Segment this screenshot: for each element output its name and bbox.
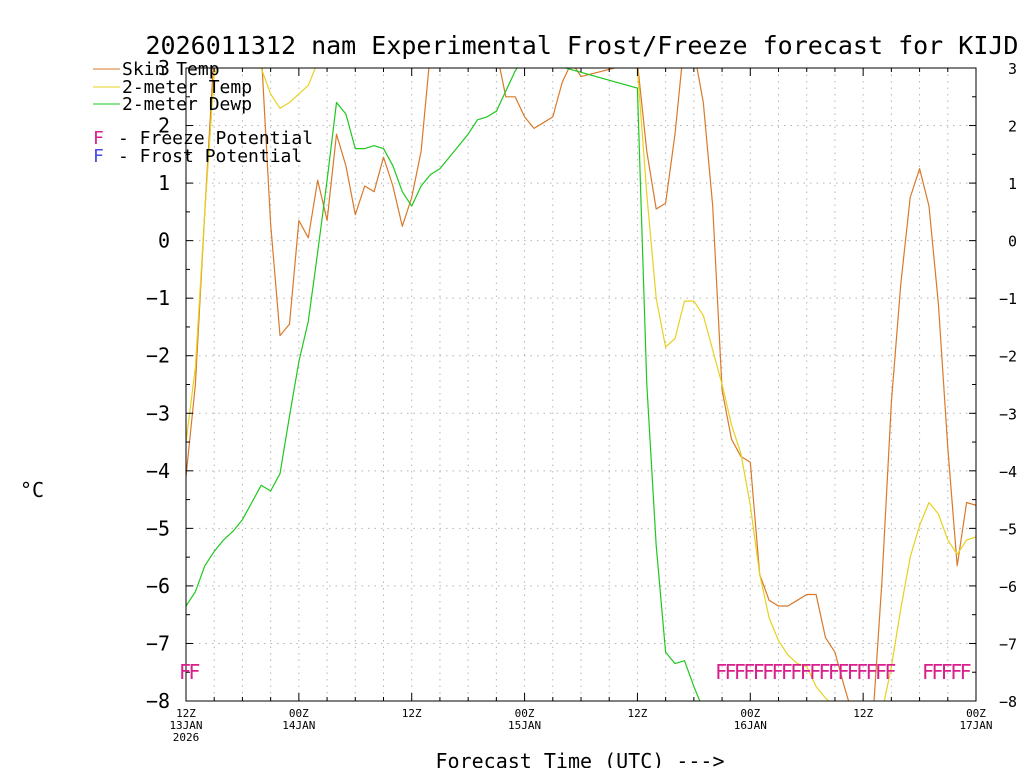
legend: Skin Temp 2-meter Temp 2-meter Dewp F - … [93, 59, 313, 167]
y-tick-label-right: −2 [999, 348, 1017, 366]
y-tick-label-right: −3 [999, 405, 1017, 423]
y-tick-label: −7 [146, 631, 170, 655]
y-tick-label: −6 [146, 574, 170, 598]
chart-title: 2026011312 nam Experimental Frost/Freeze… [146, 31, 1019, 60]
series-line-skin-temp [186, 68, 976, 701]
freeze-marker: F [762, 660, 774, 684]
x-axis-label: Forecast Time (UTC) ---> [436, 749, 725, 768]
y-tick-label-right: 0 [1008, 233, 1017, 251]
freeze-marker: F [941, 660, 953, 684]
freeze-marker: F [753, 660, 765, 684]
freeze-marker: F [950, 660, 962, 684]
y-tick-label-right: −1 [999, 290, 1017, 308]
x-tick-label: 2026 [173, 731, 200, 744]
x-tick-label: 12Z [176, 707, 196, 720]
y-tick-label: 2 [158, 114, 170, 138]
legend-label-skin-temp: Skin Temp [122, 59, 220, 80]
x-tick-label: 13JAN [169, 719, 202, 732]
freeze-marker: F [922, 660, 934, 684]
freeze-marker: F [866, 660, 878, 684]
y-tick-label: −5 [146, 516, 170, 540]
legend-label-2m-temp: 2-meter Temp [122, 77, 252, 98]
freeze-marker: F [772, 660, 784, 684]
freeze-marker: F [884, 660, 896, 684]
freeze-marker: F [734, 660, 746, 684]
x-tick-label: 17JAN [959, 719, 992, 732]
x-tick-label: 12Z [402, 707, 422, 720]
y-axis-label: °C [20, 478, 44, 502]
freeze-marker: F [828, 660, 840, 684]
plot-frame [185, 67, 977, 702]
y-tick-labels-right: 3 2 1 0 −1 −2 −3 −4 −5 −6 −7 −8 [999, 60, 1017, 711]
freeze-marker: F [743, 660, 755, 684]
y-tick-label-right: −4 [999, 463, 1017, 481]
y-tick-label: −8 [146, 689, 170, 713]
x-tick-label: 00Z [515, 707, 535, 720]
x-tick-label: 00Z [740, 707, 760, 720]
y-tick-label: 1 [158, 171, 170, 195]
x-tick-label: 14JAN [282, 719, 315, 732]
freeze-marker: F [724, 660, 736, 684]
y-tick-label: 3 [158, 56, 170, 80]
grid-lines [186, 68, 976, 701]
y-tick-label-right: 3 [1008, 60, 1017, 78]
freeze-marker: F [800, 660, 812, 684]
axis-ticks [186, 67, 976, 702]
y-tick-label-right: 2 [1008, 118, 1017, 136]
y-tick-label: 0 [158, 229, 170, 253]
y-tick-label: −3 [146, 401, 170, 425]
x-tick-label: 12Z [853, 707, 873, 720]
y-tick-label-right: −6 [999, 578, 1017, 596]
series-lines [186, 68, 976, 701]
y-tick-label-right: −5 [999, 520, 1017, 538]
series-line-2-meter-temp [186, 68, 976, 701]
freeze-marker: F [781, 660, 793, 684]
freeze-marker: F [790, 660, 802, 684]
y-tick-label-right: 1 [1008, 175, 1017, 193]
freeze-marker: F [847, 660, 859, 684]
freeze-marker: F [715, 660, 727, 684]
freeze-marker: F [837, 660, 849, 684]
legend-label-2m-dewp: 2-meter Dewp [122, 94, 252, 115]
series-line-2-meter-dewp [186, 68, 701, 701]
y-tick-label-right: −8 [999, 693, 1017, 711]
freeze-marker: F [188, 660, 200, 684]
freeze-marker: F [819, 660, 831, 684]
x-tick-label: 00Z [966, 707, 986, 720]
freeze-marker: F [179, 660, 191, 684]
y-tick-label: −1 [146, 286, 170, 310]
freeze-marker: F [960, 660, 972, 684]
legend-frost-symbol: F [93, 146, 104, 167]
legend-frost-label: - Frost Potential [118, 146, 302, 167]
y-tick-label-right: −7 [999, 635, 1017, 653]
y-tick-label: −2 [146, 344, 170, 368]
freeze-marker: F [856, 660, 868, 684]
freeze-marker: F [931, 660, 943, 684]
x-tick-label: 16JAN [734, 719, 767, 732]
x-tick-label: 00Z [289, 707, 309, 720]
legend-freeze-symbol: F [93, 128, 104, 149]
freeze-marker: F [809, 660, 821, 684]
x-tick-label: 12Z [627, 707, 647, 720]
legend-freeze-label: - Freeze Potential [118, 128, 313, 149]
x-tick-label: 15JAN [508, 719, 541, 732]
y-tick-labels-left: 3 2 1 0 −1 −2 −3 −4 −5 −6 −7 −8 [146, 56, 170, 713]
freeze-marker: F [875, 660, 887, 684]
y-tick-label: −4 [146, 459, 170, 483]
